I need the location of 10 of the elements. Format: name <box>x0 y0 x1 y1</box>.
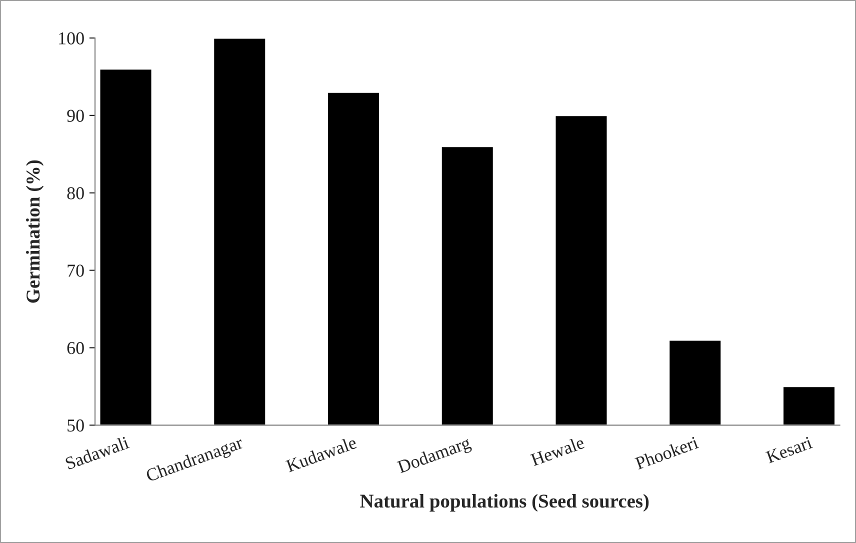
y-tick-label: 60 <box>67 342 84 354</box>
y-axis-title: Germination (%) <box>26 160 44 303</box>
y-tick-label: 90 <box>67 110 84 122</box>
x-axis-title: Natural populations (Seed sources) <box>360 494 649 512</box>
y-tick-label: 70 <box>68 264 84 277</box>
x-tick-label: Hewale <box>530 436 586 466</box>
x-tick-label: Kesari <box>765 436 814 464</box>
y-tick-label: 100 <box>59 32 84 44</box>
y-tick-label: 50 <box>68 419 84 432</box>
y-tick-label: 80 <box>67 187 84 200</box>
